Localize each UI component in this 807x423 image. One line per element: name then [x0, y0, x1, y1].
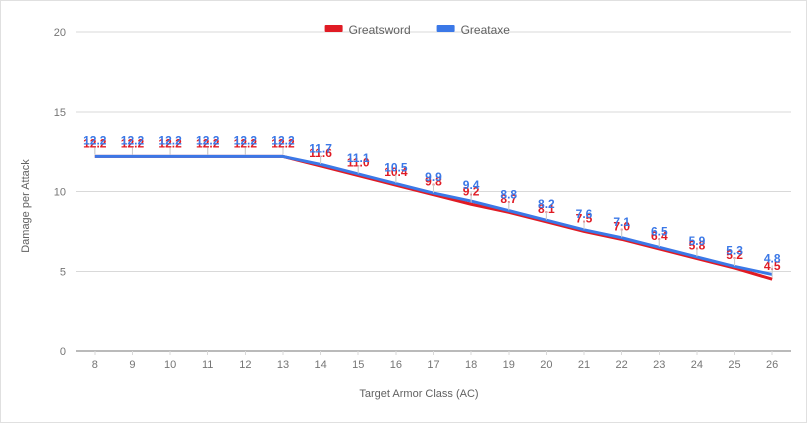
data-point-label-greatsword: 5.8: [689, 238, 706, 252]
x-axis-tick-label: 24: [691, 359, 703, 371]
y-axis-tick-label: 10: [54, 187, 66, 199]
data-point-label-greataxe: 11.1: [347, 151, 370, 165]
x-axis-tick-label: 10: [164, 359, 176, 371]
x-axis-tick-label: 20: [540, 359, 552, 371]
data-point-label-greataxe: 12.2: [271, 133, 295, 147]
data-point-label-greatsword: 11.6: [309, 146, 332, 160]
x-axis-tick-label: 22: [616, 359, 628, 371]
data-point-label-greatsword: 12.2: [196, 136, 220, 150]
data-point-label-greatsword: 12.2: [121, 136, 145, 150]
data-point-label-greataxe: 12.2: [158, 133, 182, 147]
data-point-label-greataxe: 8.2: [538, 197, 555, 211]
x-axis-tick-label: 11: [202, 359, 213, 371]
x-axis-tick-label: 23: [653, 359, 665, 371]
x-axis-tick-label: 26: [766, 359, 778, 371]
data-point-label-greatsword: 12.2: [83, 136, 107, 150]
data-point-label-greataxe: 5.3: [726, 243, 743, 257]
data-point-label-greatsword: 11.0: [347, 156, 370, 170]
data-point-label-greatsword: 8.7: [500, 192, 517, 206]
data-point-label-greataxe: 11.7: [309, 141, 332, 155]
data-point-label-greataxe: 12.2: [83, 133, 107, 147]
x-axis-tick-label: 18: [465, 359, 477, 371]
legend-swatch: [436, 25, 455, 32]
data-point-label-greataxe: 12.2: [234, 133, 258, 147]
data-point-label-greatsword: 9.8: [425, 175, 442, 189]
y-axis-tick-label: 0: [60, 346, 66, 358]
y-axis-title: Damage per Attack: [20, 159, 32, 253]
x-axis-ticks-group: 8 9 10 11 12 13 14 15 16 17 18 19 20 21 22 23 24 25 26: [92, 351, 778, 371]
data-labels-group: 12.2 12.2 12.2 12.2 12.2 12.211.611.010.49.89…: [83, 133, 781, 278]
legend-label[interactable]: Greatsword: [349, 23, 411, 37]
legend-swatch: [324, 25, 343, 32]
legend-label[interactable]: Greataxe: [461, 23, 511, 37]
legend-group: Greatsword Greataxe: [324, 23, 511, 37]
data-point-label-greataxe: 4.8: [764, 251, 781, 265]
data-point-label-greataxe: 12.2: [121, 133, 145, 147]
data-point-label-greatsword: 12.2: [271, 136, 295, 150]
data-point-label-greataxe: 10.5: [384, 161, 408, 175]
data-point-label-greataxe: 5.9: [689, 234, 706, 248]
data-point-label-greatsword: 9.2: [463, 184, 480, 198]
x-axis-tick-label: 17: [427, 359, 439, 371]
data-point-label-greataxe: 12.2: [196, 133, 220, 147]
x-axis-tick-label: 19: [503, 359, 515, 371]
data-point-label-greatsword: 7.5: [576, 211, 593, 225]
x-axis-tick-label: 21: [578, 359, 590, 371]
data-point-label-greataxe: 9.9: [425, 170, 442, 184]
data-point-label-greatsword: 8.1: [538, 202, 555, 216]
x-axis-tick-label: 12: [239, 359, 251, 371]
x-axis-tick-label: 9: [129, 359, 135, 371]
x-axis-title: Target Armor Class (AC): [359, 388, 478, 400]
data-point-label-greataxe: 6.5: [651, 224, 668, 238]
data-point-label-greataxe: 7.6: [576, 207, 593, 221]
series-group: [94, 154, 773, 281]
data-point-label-greataxe: 9.4: [463, 178, 480, 192]
data-point-label-greatsword: 6.4: [651, 229, 668, 243]
x-axis-tick-label: 14: [314, 359, 326, 371]
data-point-label-greatsword: 7.0: [613, 219, 630, 233]
data-point-label-greatsword: 12.2: [234, 136, 258, 150]
data-point-label-greatsword: 12.2: [158, 136, 182, 150]
y-axis-tick-label: 20: [54, 27, 66, 39]
series-line-greataxe: [94, 154, 773, 276]
data-point-label-greataxe: 8.8: [500, 188, 517, 202]
data-point-label-greatsword: 10.4: [384, 165, 408, 179]
x-axis-tick-label: 8: [92, 359, 98, 371]
x-axis-tick-label: 13: [277, 359, 289, 371]
data-point-label-greatsword: 5.2: [726, 248, 743, 262]
y-axis-tick-label: 5: [60, 266, 66, 278]
x-axis-tick-label: 15: [352, 359, 364, 371]
x-axis-tick-label: 25: [728, 359, 740, 371]
x-axis-tick-label: 16: [390, 359, 402, 371]
data-point-label-greataxe: 7.1: [613, 215, 630, 229]
y-axis-tick-label: 15: [54, 107, 66, 119]
y-axis-ticks-group: 0 5 10 15 20: [54, 27, 66, 358]
